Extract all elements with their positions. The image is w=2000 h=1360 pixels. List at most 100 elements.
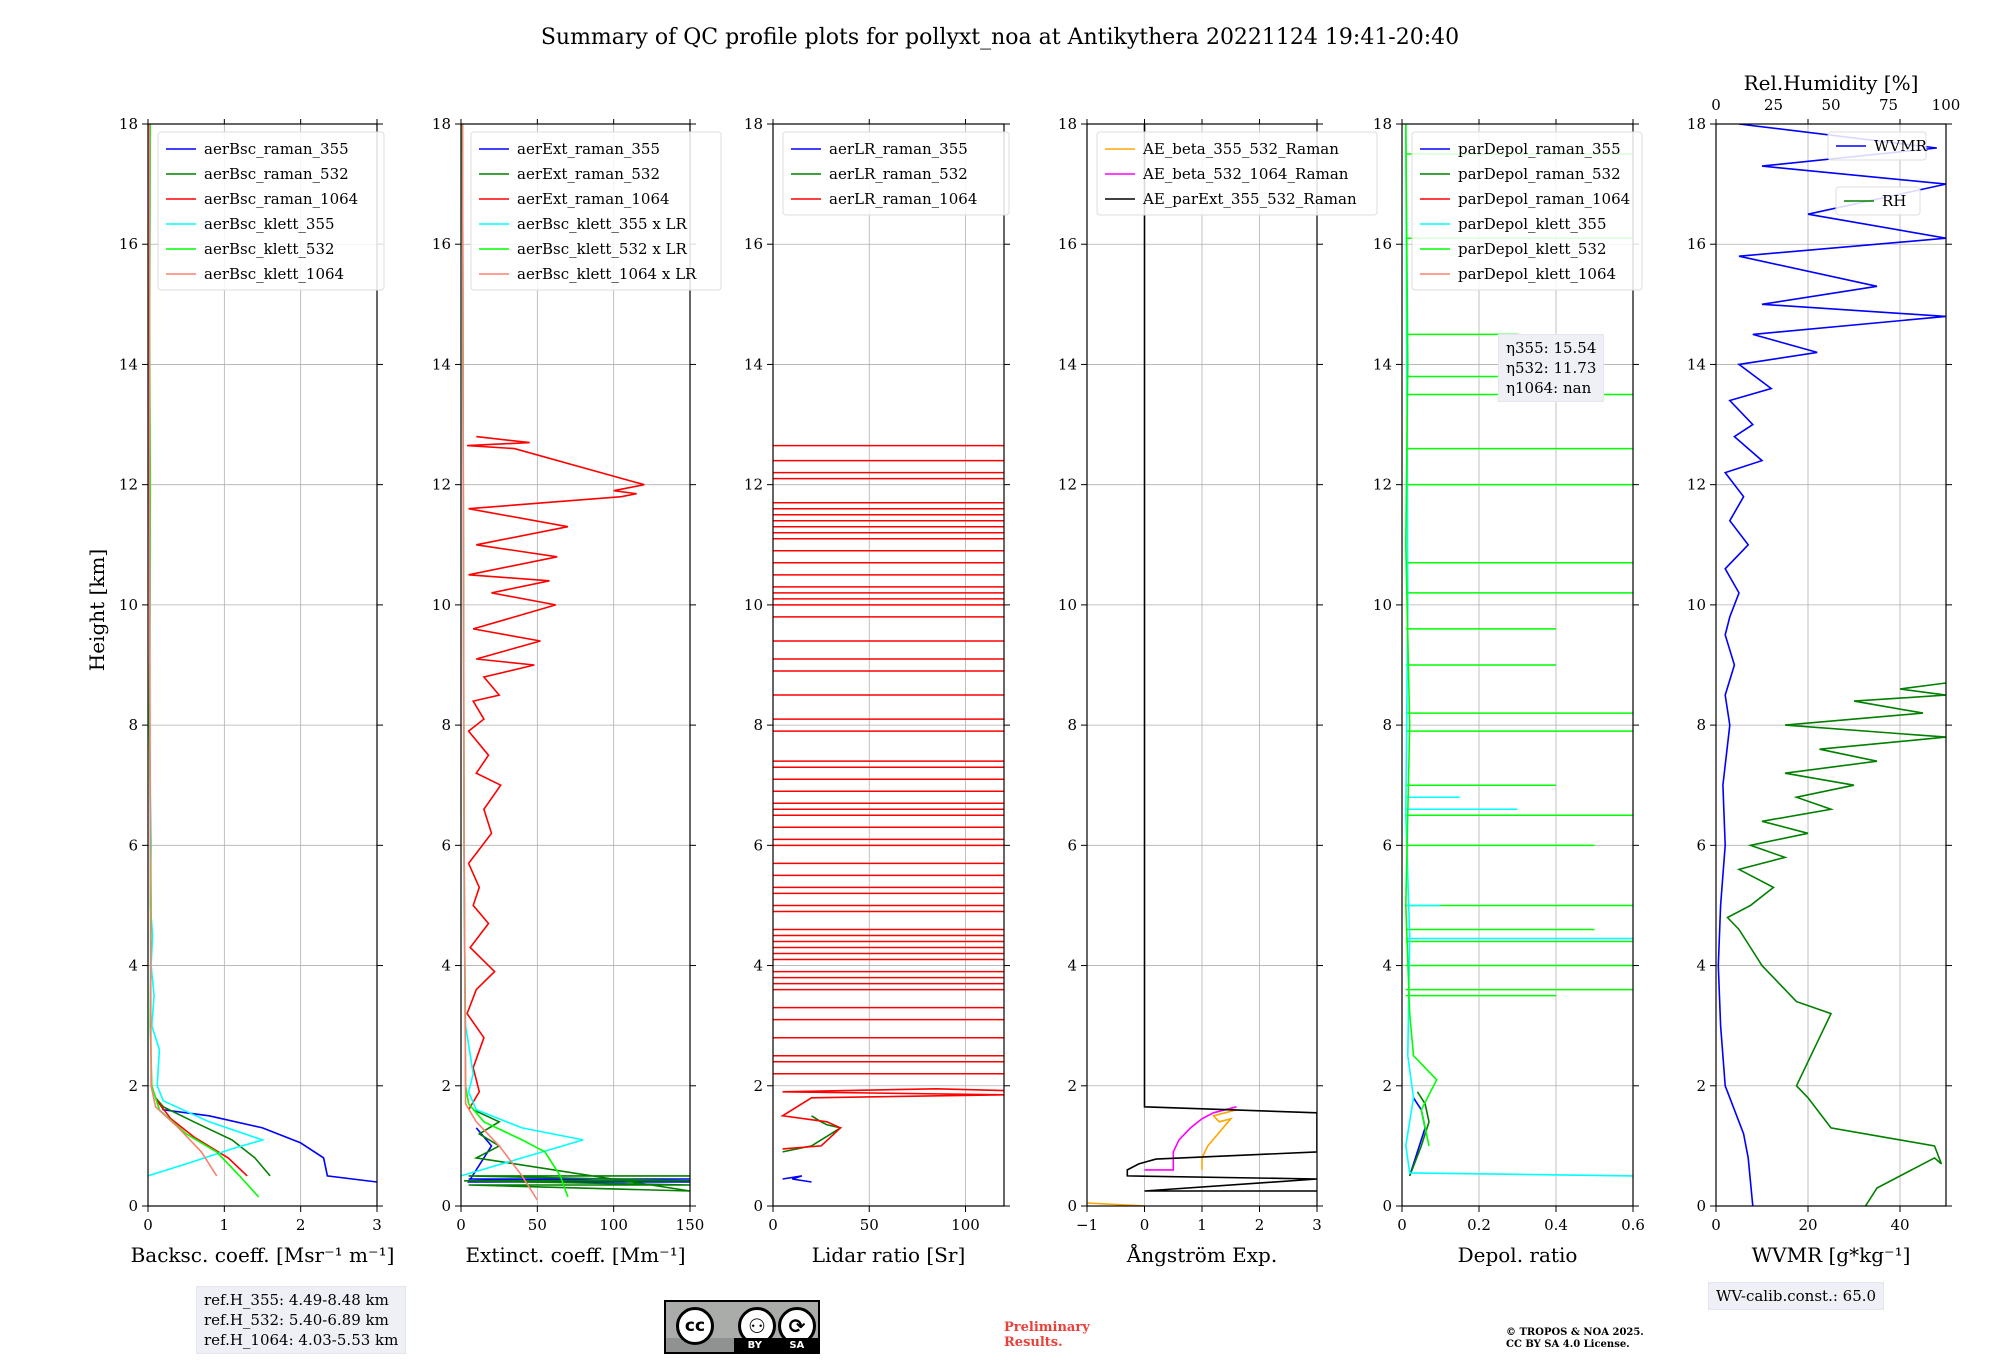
- legend-label: RH: [1882, 192, 1906, 210]
- y-tick-label: 0: [1696, 1197, 1706, 1215]
- cc-by-label: BY: [747, 1339, 762, 1351]
- y-tick-label: 16: [1373, 235, 1392, 253]
- y-tick-label: 0: [128, 1197, 138, 1215]
- y-tick-label: 12: [432, 476, 451, 494]
- series-aerBsc_klett_1064: [148, 124, 218, 1177]
- y-tick-label: 14: [744, 355, 763, 373]
- y-tick-label: 8: [753, 716, 763, 734]
- y-tick-label: 18: [1687, 115, 1706, 133]
- eta-532: η532: 11.73: [1506, 359, 1597, 377]
- figure-title: Summary of QC profile plots for pollyxt_…: [541, 25, 1459, 50]
- series-aerLR_raman_532: [782, 1115, 843, 1153]
- y-tick-label: 6: [1067, 836, 1077, 854]
- legend: aerBsc_raman_355 aerBsc_raman_532 aerBsc_r…: [157, 131, 385, 291]
- x-tick-label: 20: [1798, 1216, 1817, 1234]
- y-tick-label: 14: [1687, 355, 1706, 373]
- x-tick-label: 3: [1312, 1216, 1322, 1234]
- y-tick-label: 14: [1058, 355, 1077, 373]
- ref-height-1064: ref.H_1064: 4.03-5.53 km: [204, 1331, 399, 1349]
- x-tick-label: 3: [372, 1216, 382, 1234]
- x-tick-label: 150: [676, 1216, 705, 1234]
- y-tick-label: 8: [128, 716, 138, 734]
- x-tick-label: 0: [768, 1216, 778, 1234]
- series-aerBsc_raman_355: [154, 1097, 377, 1183]
- series-aerExt_raman_355: [467, 1127, 690, 1183]
- plot-frame: [1401, 123, 1634, 1207]
- x-axis-label: Backsc. coeff. [Msr⁻¹ m⁻¹]: [131, 1243, 395, 1267]
- copyright-note: © TROPOS & NOA 2025. CC BY SA 4.0 Licens…: [1506, 1327, 1644, 1351]
- y-tick-label: 16: [432, 235, 451, 253]
- x-tick-label: 1: [220, 1216, 230, 1234]
- series-AE_beta_532_1064_Raman: [1144, 1106, 1237, 1171]
- y-tick-label: 2: [441, 1077, 451, 1095]
- plot-frame: [460, 123, 691, 1207]
- panel-3: 0 50 100 0 2 4 6 8 10 12 14 16 18 Lidar ratio [Sr] aer…: [744, 115, 1010, 1267]
- y-tick-label: 10: [744, 596, 763, 614]
- y-tick-label: 16: [1687, 235, 1706, 253]
- y-tick-label: 2: [753, 1077, 763, 1095]
- y-tick-label: 12: [1687, 476, 1706, 494]
- legend-rh: RH: [1835, 186, 1921, 216]
- cc-sa-label: SA: [789, 1339, 805, 1351]
- wv-calib-constant: WV-calib.const.: 65.0: [1716, 1287, 1877, 1305]
- rh-axis-label: Rel.Humidity [%]: [1744, 71, 1919, 95]
- legend-label: aerBsc_klett_1064: [204, 265, 344, 283]
- y-tick-label: 10: [1058, 596, 1077, 614]
- y-tick-label: 4: [441, 957, 451, 975]
- y-tick-label: 4: [1696, 957, 1706, 975]
- legend-label: AE_beta_532_1064_Raman: [1142, 165, 1349, 183]
- legend: aerExt_raman_355 aerExt_raman_532 aerExt_r…: [470, 131, 722, 291]
- rh-tick-label: 75: [1879, 96, 1898, 114]
- series-AE_beta_355_532_Raman: [1201, 1109, 1237, 1170]
- y-tick-label: 4: [128, 957, 138, 975]
- y-tick-label: 18: [432, 115, 451, 133]
- legend-label: aerBsc_raman_1064: [204, 190, 358, 208]
- data-area: [148, 124, 377, 1198]
- legend: parDepol_raman_355 parDepol_raman_532 parD…: [1411, 131, 1643, 291]
- data-area: [773, 444, 1004, 1183]
- y-tick-label: 12: [744, 476, 763, 494]
- y-tick-label: 6: [1382, 836, 1392, 854]
- legend: AE_beta_355_532_Raman AE_beta_532_1064_Ra…: [1096, 131, 1378, 216]
- y-tick-label: 6: [1696, 836, 1706, 854]
- y-tick-label: 4: [1067, 957, 1077, 975]
- y-tick-label: 18: [119, 115, 138, 133]
- plot-frame: [1715, 123, 1947, 1207]
- x-tick-label: 0: [1711, 1216, 1721, 1234]
- y-tick-label: 14: [1373, 355, 1392, 373]
- y-tick-label: 10: [1687, 596, 1706, 614]
- legend-label: aerBsc_klett_532 x LR: [517, 240, 688, 258]
- x-axis-label: Extinct. coeff. [Mm⁻¹]: [465, 1243, 685, 1267]
- y-tick-label: 6: [128, 836, 138, 854]
- rh-tick-label: 0: [1711, 96, 1721, 114]
- preliminary-line-2: Results.: [1004, 1335, 1063, 1350]
- x-tick-label: 0.2: [1467, 1216, 1491, 1234]
- series-aerExt_raman_532: [464, 1109, 690, 1192]
- data-area: [461, 124, 690, 1201]
- wv-calib-box: WV-calib.const.: 65.0: [1708, 1282, 1885, 1310]
- x-tick-label: 2: [1255, 1216, 1265, 1234]
- legend-box: [470, 131, 722, 291]
- series-aerExt_raman_1064: [466, 435, 645, 1111]
- series-aerBsc_raman_1064: [154, 1097, 248, 1177]
- panel-2: 0 50 100 150 0 2 4 6 8 10 12 14 16 18 Extinct. coeff. …: [432, 115, 722, 1267]
- x-tick-label: 2: [296, 1216, 306, 1234]
- panel-5: 0 0.2 0.4 0.6 0 2 4 6 8 10 12 14 16 18 Depol. ratio par…: [1373, 115, 1645, 1267]
- x-axis-label: Lidar ratio [Sr]: [812, 1243, 966, 1267]
- legend-label: aerExt_raman_532: [517, 165, 660, 183]
- legend-label: parDepol_raman_1064: [1458, 190, 1630, 208]
- rh-tick-label: 100: [1932, 96, 1961, 114]
- legend-box: [157, 131, 385, 291]
- y-tick-label: 14: [119, 355, 138, 373]
- legend-label: parDepol_klett_355: [1458, 215, 1607, 233]
- x-tick-label: 100: [599, 1216, 628, 1234]
- legend-label: WVMR: [1874, 137, 1928, 155]
- legend-box: [1096, 131, 1378, 216]
- series-aerBsc_klett_1064 x LR: [461, 124, 538, 1201]
- data-area: [1717, 124, 1946, 1206]
- ref-height-532: ref.H_532: 5.40-6.89 km: [204, 1311, 389, 1329]
- series-WVMR: [1717, 124, 1946, 1206]
